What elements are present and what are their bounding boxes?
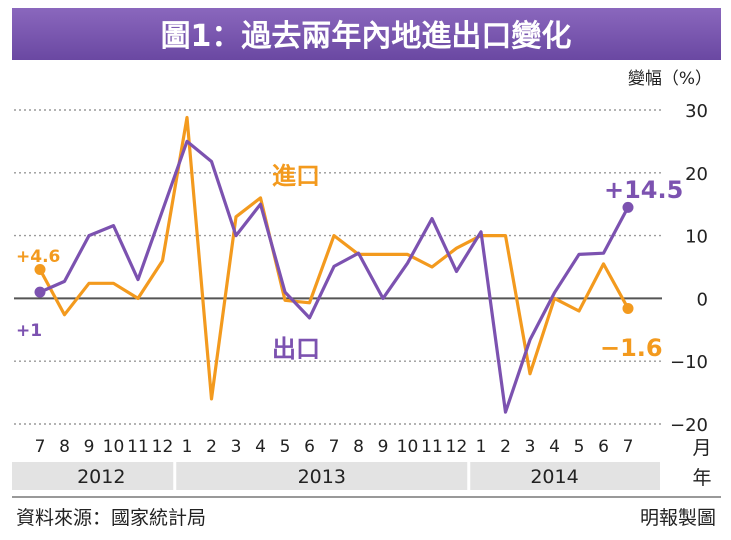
x-tick-label: 2	[206, 437, 217, 457]
x-tick-label: 9	[84, 437, 95, 457]
x-tick-label: 7	[329, 437, 340, 457]
x-tick-label: 10	[103, 437, 125, 457]
x-tick-label: 10	[397, 437, 419, 457]
x-tick-label: 3	[231, 437, 242, 457]
x-tick-label: 5	[280, 437, 291, 457]
x-tick-label: 1	[182, 437, 193, 457]
title-bar	[12, 8, 721, 60]
y-tick-label: 30	[685, 101, 708, 122]
x-tick-label: 7	[35, 437, 46, 457]
year-label: 2012	[77, 466, 125, 488]
annotation-import-end: −1.6	[600, 334, 663, 362]
series-label-export: 出口	[272, 335, 320, 363]
y-tick-label: −10	[670, 352, 708, 373]
endpoint-marker	[34, 286, 46, 298]
x-unit-month: 月	[692, 437, 711, 459]
x-tick-label: 3	[525, 437, 536, 457]
grid	[14, 109, 662, 425]
x-tick-label: 7	[623, 437, 634, 457]
x-tick-label: 2	[500, 437, 511, 457]
x-unit-year: 年	[692, 467, 711, 489]
credit-note: 明報製圖	[640, 507, 716, 529]
import-line	[38, 115, 630, 401]
x-axis-ticks: 7 8 9 10 11 12 1 2 3 4 5 6 7 8 9 10 11 12 1 2 3 4 5 6 7	[35, 437, 634, 457]
y-tick-label: 10	[685, 227, 708, 248]
x-tick-label: 6	[598, 437, 609, 457]
y-axis-label: 變幅（%）	[628, 69, 712, 89]
year-band	[12, 462, 660, 490]
annotation-import-start: +4.6	[16, 247, 60, 267]
x-tick-label: 12	[446, 437, 468, 457]
x-tick-label: 5	[574, 437, 585, 457]
x-tick-label: 11	[421, 437, 443, 457]
x-tick-label: 12	[152, 437, 174, 457]
endpoint-marker	[34, 264, 46, 276]
chart-title: 圖1：過去兩年內地進出口變化	[161, 19, 572, 54]
x-tick-label: 4	[549, 437, 560, 457]
x-tick-label: 4	[255, 437, 266, 457]
year-label: 2013	[298, 466, 346, 488]
footer-divider	[12, 496, 721, 498]
series	[34, 115, 634, 414]
x-tick-label: 8	[353, 437, 364, 457]
y-tick-label: −20	[670, 415, 708, 436]
endpoint-marker	[622, 302, 634, 314]
source-note: 資料來源：國家統計局	[16, 507, 206, 529]
y-tick-label: 0	[697, 289, 708, 310]
y-tick-label: 20	[685, 164, 708, 185]
series-label-import: 進口	[272, 162, 320, 190]
x-tick-label: 11	[127, 437, 149, 457]
x-tick-label: 9	[378, 437, 389, 457]
y-axis-ticks: 30 20 10 0 −10 −20	[670, 101, 708, 436]
annotation-export-end: +14.5	[604, 176, 683, 204]
x-tick-label: 6	[304, 437, 315, 457]
x-tick-label: 1	[476, 437, 487, 457]
year-labels: 2012 2013 2014	[77, 462, 579, 490]
year-label: 2014	[530, 466, 578, 488]
endpoint-marker	[622, 201, 634, 213]
export-line	[38, 139, 630, 414]
x-tick-label: 8	[59, 437, 70, 457]
annotation-export-start: +1	[16, 321, 42, 341]
